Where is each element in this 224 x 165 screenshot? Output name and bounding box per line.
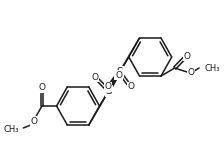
Text: O: O — [115, 70, 122, 80]
Text: O: O — [128, 82, 135, 91]
Text: O: O — [31, 116, 38, 126]
Text: CH₃: CH₃ — [3, 126, 19, 134]
Text: O: O — [39, 83, 45, 93]
Text: O: O — [188, 67, 195, 77]
Text: S: S — [106, 86, 112, 96]
Text: O: O — [92, 73, 99, 82]
Text: S: S — [116, 67, 123, 77]
Text: O: O — [104, 82, 111, 91]
Text: O: O — [184, 51, 191, 61]
Text: CH₃: CH₃ — [205, 64, 220, 73]
